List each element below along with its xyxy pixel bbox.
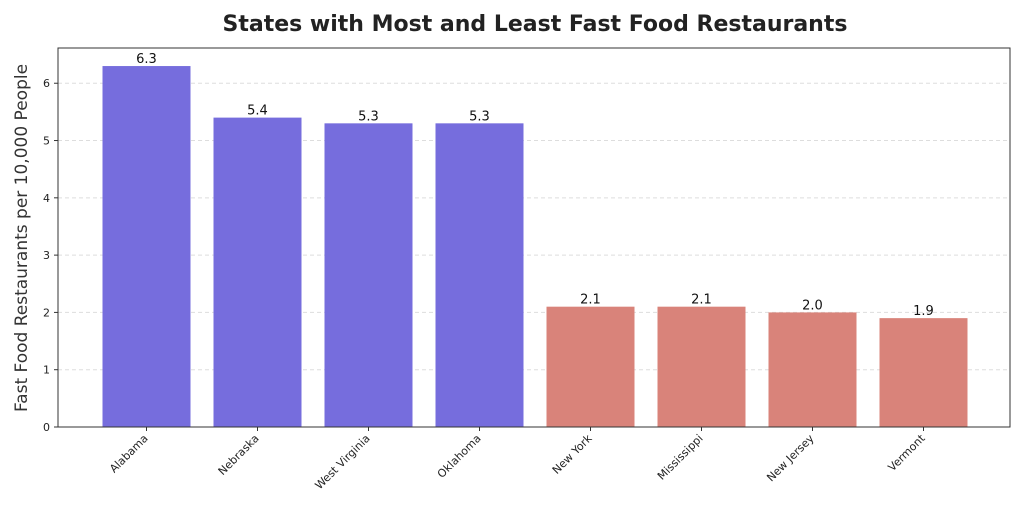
x-tick-label: New York bbox=[550, 431, 595, 476]
x-tick-label: Oklahoma bbox=[435, 432, 484, 481]
value-label: 5.3 bbox=[358, 109, 379, 124]
value-labels: 6.3 5.4 5.3 5.3 2.1 2.1 2.0 1.9 bbox=[136, 52, 934, 319]
bars bbox=[102, 66, 968, 428]
bar-new-york bbox=[546, 306, 635, 427]
y-tick-label: 2 bbox=[43, 306, 50, 319]
x-tick-label: West Virginia bbox=[313, 432, 373, 492]
x-tick-label: Mississippi bbox=[655, 432, 706, 483]
x-tick-label: Nebraska bbox=[216, 432, 262, 478]
bar-oklahoma bbox=[435, 123, 524, 427]
y-tick-label: 4 bbox=[43, 192, 50, 205]
bar-new-jersey bbox=[768, 312, 857, 427]
bar-vermont bbox=[879, 318, 968, 427]
bar-nebraska bbox=[213, 117, 302, 427]
bar-alabama bbox=[102, 66, 191, 428]
value-label: 2.0 bbox=[802, 298, 823, 313]
chart-title: States with Most and Least Fast Food Res… bbox=[223, 12, 848, 37]
value-label: 6.3 bbox=[136, 52, 157, 67]
y-tick-label: 6 bbox=[43, 77, 50, 90]
value-label: 5.4 bbox=[247, 104, 268, 119]
grid-lines bbox=[58, 82, 1010, 371]
plot-frame bbox=[57, 47, 1011, 428]
value-label: 1.9 bbox=[913, 304, 934, 319]
x-tick-label: New Jersey bbox=[764, 432, 817, 485]
value-label: 5.3 bbox=[469, 109, 490, 124]
x-tick-label: Vermont bbox=[886, 431, 929, 474]
value-label: 2.1 bbox=[691, 293, 712, 308]
y-tick-label: 1 bbox=[43, 364, 50, 377]
y-tick-label: 5 bbox=[43, 135, 50, 148]
y-tick-label: 3 bbox=[43, 249, 50, 262]
y-axis-label: Fast Food Restaurants per 10,000 People bbox=[12, 64, 32, 412]
bar-west-virginia bbox=[324, 123, 413, 427]
y-tick-label: 0 bbox=[43, 421, 50, 434]
value-label: 2.1 bbox=[580, 293, 601, 308]
x-axis-ticks: Alabama Nebraska West Virginia Oklahoma New … bbox=[107, 427, 928, 492]
x-tick-label: Alabama bbox=[107, 432, 150, 475]
y-axis-ticks: 0 1 2 3 4 5 6 bbox=[43, 77, 58, 434]
bar-mississippi bbox=[657, 306, 746, 427]
